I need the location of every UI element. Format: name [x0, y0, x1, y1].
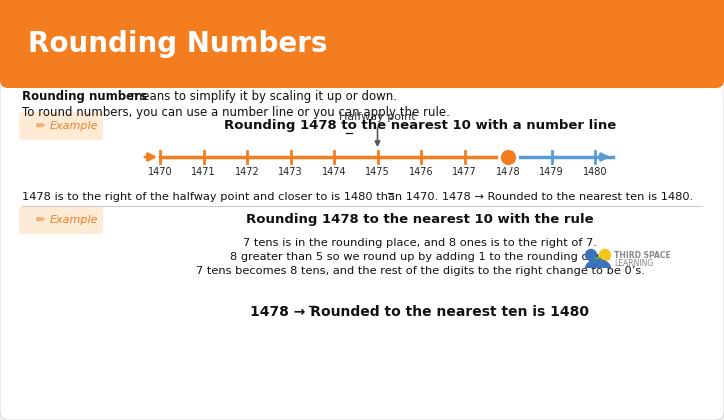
Text: 1478 is to the right of the halfway point and closer to is 1480 than 1470. 1478 : 1478 is to the right of the halfway poin… — [22, 192, 694, 202]
Text: 1473: 1473 — [278, 167, 303, 177]
Text: 1477: 1477 — [452, 167, 477, 177]
Text: THIRD SPACE: THIRD SPACE — [614, 250, 670, 260]
Circle shape — [586, 249, 597, 260]
Text: 1472: 1472 — [235, 167, 259, 177]
Text: Rounding Numbers: Rounding Numbers — [28, 30, 327, 58]
Text: Example: Example — [50, 121, 98, 131]
Text: 7 tens becomes 8 tens, and the rest of the digits to the right change to be 0’s.: 7 tens becomes 8 tens, and the rest of t… — [195, 266, 644, 276]
FancyBboxPatch shape — [0, 0, 724, 88]
Circle shape — [594, 257, 602, 265]
Text: 1471: 1471 — [191, 167, 216, 177]
Text: ✏: ✏ — [36, 215, 46, 225]
Text: Example: Example — [50, 215, 98, 225]
Text: 8 greater than 5 so we round up by adding 1 to the rounding digit.: 8 greater than 5 so we round up by addin… — [230, 252, 610, 262]
Text: Rounding 1478 to the nearest 10 with the rule: Rounding 1478 to the nearest 10 with the… — [246, 213, 594, 226]
Text: 1470: 1470 — [148, 167, 172, 177]
Text: 1478: 1478 — [496, 167, 521, 177]
Text: means to simplify it by scaling it up or down.: means to simplify it by scaling it up or… — [127, 90, 397, 103]
FancyBboxPatch shape — [19, 112, 103, 140]
Text: To round numbers, you can use a number line or you can apply the rule.: To round numbers, you can use a number l… — [22, 106, 450, 119]
Text: 1480: 1480 — [583, 167, 607, 177]
Bar — [8, 44, 716, 80]
Text: ✏: ✏ — [36, 121, 46, 131]
Text: Rounding numbers: Rounding numbers — [22, 90, 147, 103]
Text: 1475: 1475 — [365, 167, 390, 177]
Text: 1476: 1476 — [408, 167, 433, 177]
Text: LEARNING: LEARNING — [614, 258, 653, 268]
Text: 7 tens is in the rounding place, and 8 ones is to the right of 7.: 7 tens is in the rounding place, and 8 o… — [243, 238, 597, 248]
Text: 1479: 1479 — [539, 167, 564, 177]
Text: Halfway point: Halfway point — [339, 112, 416, 145]
Text: 1478 → Rounded to the nearest ten is 1480: 1478 → Rounded to the nearest ten is 148… — [251, 305, 589, 319]
Circle shape — [599, 249, 610, 260]
Polygon shape — [585, 259, 611, 268]
Text: 1474: 1474 — [321, 167, 346, 177]
FancyBboxPatch shape — [19, 206, 103, 234]
Text: Rounding 1478 to the nearest 10 with a number line: Rounding 1478 to the nearest 10 with a n… — [224, 120, 616, 132]
